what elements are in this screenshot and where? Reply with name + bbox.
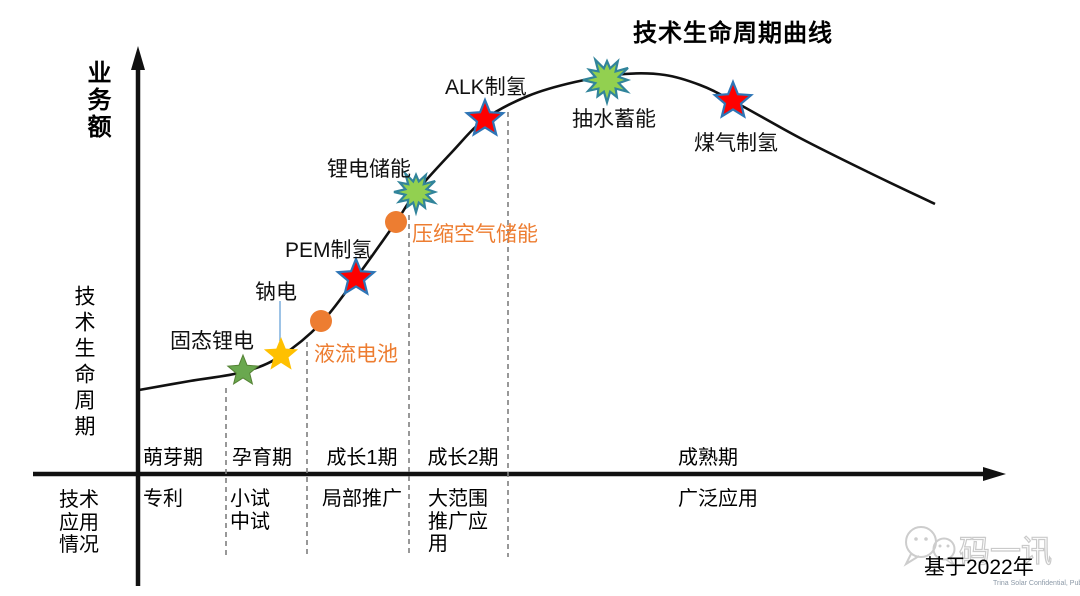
tech-label-2: 液流电池: [314, 343, 398, 366]
tech-label-0: 固态锂电: [170, 330, 254, 353]
tech-label-1: 钠电: [255, 281, 297, 304]
y-axis-label: 业务额: [83, 60, 110, 141]
tech-label-7: 抽水蓄能: [572, 108, 656, 131]
wechat-bubble-eyes: [914, 537, 950, 548]
tech-label-4: 压缩空气储能: [412, 223, 538, 246]
phase-label-maturity: 成熟期: [678, 447, 738, 469]
application-label-wide-rollout: 大范围推广应用: [428, 488, 488, 556]
tech-marker-2: [310, 310, 332, 332]
phase-label-incubation: 孕育期: [232, 447, 292, 469]
application-row-label: 技术应用情况: [59, 489, 99, 557]
confidential-footnote: Trina Solar Confidential, Public: [993, 580, 1080, 587]
application-label-broad-use: 广泛应用: [678, 488, 758, 510]
x-axis-arrowhead: [983, 467, 1006, 481]
tech-marker-4: [385, 211, 407, 233]
tech-label-3: PEM制氢: [285, 239, 373, 262]
phase-label-growth-1: 成长1期: [326, 447, 398, 469]
tech-label-8: 煤气制氢: [694, 132, 778, 155]
tech-marker-3: [335, 256, 377, 296]
phase-label-germination: 萌芽期: [143, 447, 203, 469]
y-axis-arrowhead: [131, 46, 145, 70]
tech-marker-8: [712, 79, 754, 119]
tech-marker-7: [582, 56, 632, 107]
wechat-watermark: 码一讯: [903, 526, 1053, 570]
tech-marker-1: [263, 337, 299, 370]
application-label-local-rollout: 局部推广: [322, 488, 402, 510]
application-label-patent: 专利: [143, 488, 183, 510]
application-label-pilot: 小试中试: [230, 488, 270, 533]
tech-marker-5: [393, 169, 439, 217]
chart-title: 技术生命周期曲线: [633, 20, 833, 47]
tech-marker-6: [464, 97, 506, 137]
tech-label-5: 锂电储能: [327, 158, 411, 181]
based-on-year-label: 基于2022年: [924, 556, 1034, 579]
phase-label-growth-2: 成长2期: [427, 447, 499, 469]
lifecycle-row-label: 技术生命周期: [72, 285, 95, 441]
watermark-text: 码一讯: [959, 534, 1052, 569]
wechat-bubbles-icon: [903, 526, 956, 567]
tech-label-6: ALK制氢: [445, 76, 527, 99]
tech-marker-0: [226, 353, 260, 385]
